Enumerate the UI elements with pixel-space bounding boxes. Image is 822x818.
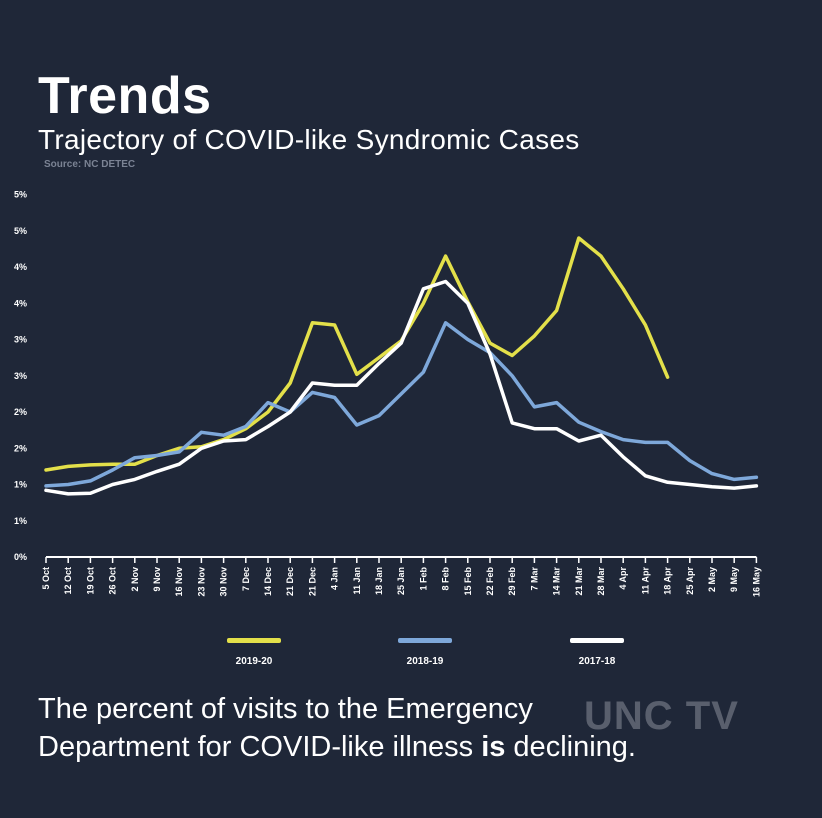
line-chart: 0% 1% 1% 2% 2% 3% 3% 4% 4% 5% 5% 5 Oct 12 Oct 19 Oct 2… [14,190,761,598]
x-tick-label: 18 Apr [663,567,673,595]
chart-axes: 0% 1% 1% 2% 2% 3% 3% 4% 4% 5% 5% 5 Oct 12 Oct 19 Oct 2… [14,190,761,598]
y-tick-label: 1% [14,480,27,490]
legend-item-2017-18: 2017-18 [537,638,657,669]
x-tick-label: 16 Nov [174,567,184,597]
x-tick-label: 15 Feb [463,567,473,596]
x-tick-label: 22 Feb [485,567,495,596]
chart-subtitle: Trajectory of COVID-like Syndromic Cases [38,124,580,155]
footer-caption: The percent of visits to the Emergency D… [38,690,636,766]
x-tick-label: 11 Apr [640,567,650,595]
y-tick-label: 2% [14,443,27,453]
x-tick-label: 4 Jan [330,567,340,590]
legend-swatch-2018-19 [398,638,452,643]
x-tick-label: 25 Jan [396,567,406,595]
legend-swatch-2017-18 [570,638,624,643]
footer-line-2: Department for COVID-like illness is dec… [38,728,636,766]
y-tick-label: 2% [14,407,27,417]
x-tick-label: 2 Nov [130,567,140,592]
x-tick-label: 7 Dec [241,567,251,591]
legend-item-2019-20: 2019-20 [194,638,314,669]
x-tick-label: 23 Nov [196,567,206,597]
legend-swatch-2019-20 [227,638,281,643]
x-tick-label: 29 Feb [507,567,517,596]
y-tick-label: 5% [14,190,27,200]
x-tick-label: 7 Mar [529,567,539,591]
series-line-2019-20 [44,236,670,472]
x-tick-label: 12 Oct [63,567,73,595]
x-tick-label: 14 Dec [263,567,273,596]
x-tick-label: 28 Mar [596,567,606,596]
x-tick-label: 14 Mar [552,567,562,596]
footer-line-2-bold: is [481,731,506,763]
x-tick-label: 5 Oct [41,567,51,590]
chart-series [44,236,759,496]
y-tick-label: 4% [14,298,27,308]
x-tick-label: 4 Apr [618,567,628,590]
series-line-2017-18 [44,279,759,496]
page-title: Trends [38,67,212,125]
unc-tv-watermark: UNC TV [584,694,739,738]
x-tick-label: 26 Oct [108,567,118,595]
x-tick-label: 19 Oct [85,567,95,595]
legend-label-2019-20: 2019-20 [235,656,273,667]
y-tick-label: 5% [14,226,27,236]
x-tick-label: 2 May [707,567,717,592]
x-tick-label: 18 Jan [374,567,384,595]
x-tick-label: 21 Dec [285,567,295,596]
x-tick-label: 1 Feb [418,567,428,591]
series-line-2018-19 [44,321,759,488]
y-tick-label: 1% [14,516,27,526]
x-tick-label: 9 May [729,567,739,592]
y-tick-label: 3% [14,335,27,345]
x-tick-label: 11 Jan [352,567,362,595]
x-tick-label: 25 Apr [685,567,695,595]
legend-item-2018-19: 2018-19 [365,638,485,669]
x-tick-label: 9 Nov [152,567,162,592]
footer-line-2-pre: Department for COVID-like illness [38,731,482,763]
x-tick-label: 30 Nov [219,567,229,597]
footer-line-2-post: declining. [505,731,636,763]
x-tick-label: 21 Dec [307,567,317,596]
x-tick-label: 21 Mar [574,567,584,596]
x-tick-label: 16 May [751,567,761,597]
y-tick-label: 0% [14,552,27,562]
y-tick-label: 4% [14,262,27,272]
y-tick-label: 3% [14,371,27,381]
x-tick-label: 8 Feb [441,567,451,591]
source-note: Source: NC DETEC [44,159,136,170]
footer-line-1: The percent of visits to the Emergency [38,693,533,725]
legend-label-2017-18: 2017-18 [578,656,616,667]
legend-label-2018-19: 2018-19 [406,656,444,667]
